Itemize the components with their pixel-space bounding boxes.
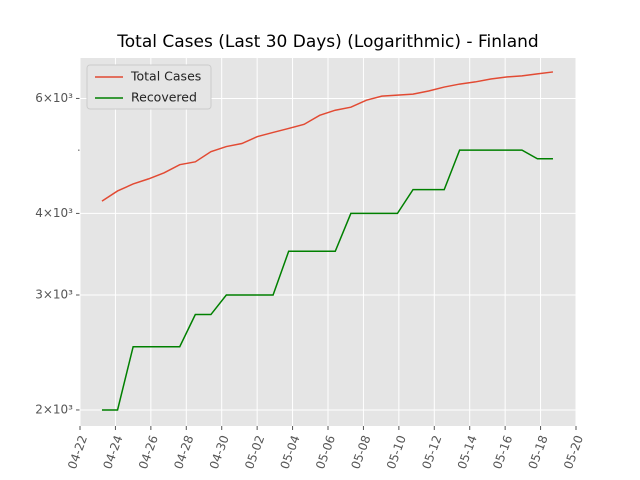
legend: Total Cases Recovered <box>86 64 212 110</box>
chart-title: Total Cases (Last 30 Days) (Logarithmic)… <box>116 32 538 52</box>
legend-label: Recovered <box>131 90 197 105</box>
x-tick-label: 05-10 <box>384 433 409 471</box>
x-tick-label: 05-06 <box>313 433 338 471</box>
y-tick-label: 2×10³ <box>35 402 73 416</box>
legend-label: Total Cases <box>130 69 201 84</box>
x-tick-label: 05-08 <box>348 433 373 471</box>
x-tick-label: 04-30 <box>207 433 232 471</box>
line <box>101 71 554 202</box>
x-tick-label: 05-14 <box>455 433 480 471</box>
x-tick-label: 05-16 <box>490 433 515 471</box>
x-tick-label: 04-28 <box>171 433 196 471</box>
x-tick-label: 04-24 <box>100 433 125 471</box>
x-tick-label: 05-12 <box>419 433 444 471</box>
x-tick-label: 04-26 <box>136 433 161 471</box>
x-tick-label: 05-04 <box>278 433 303 471</box>
y-tick-label: 3×10³ <box>35 287 73 301</box>
y-tick-label: 4×10³ <box>35 206 73 220</box>
x-tick-label: 05-20 <box>561 433 586 471</box>
x-tick-label: 05-18 <box>526 433 551 471</box>
x-tick-label: 04-22 <box>65 433 90 471</box>
line <box>101 149 553 411</box>
y-tick-label: 6×10³ <box>35 91 73 105</box>
x-tick-label: 05-02 <box>242 433 267 471</box>
